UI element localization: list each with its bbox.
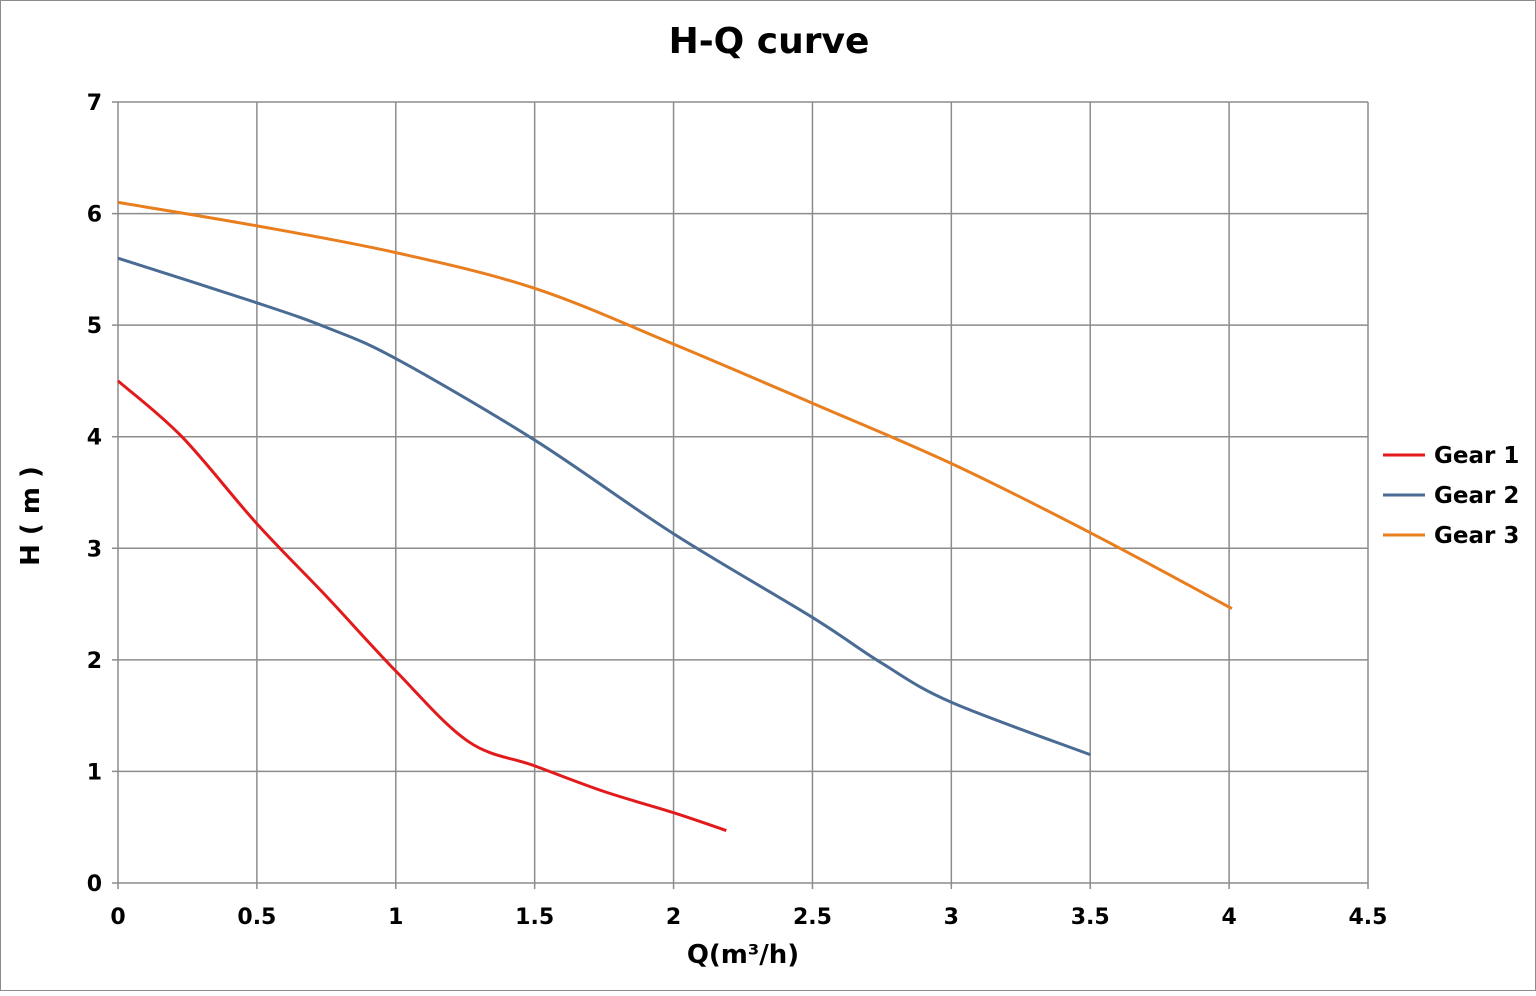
y-tick-label: 2 <box>87 649 102 674</box>
x-tick-label: 2 <box>666 905 681 930</box>
tick-labels: 0 0.5 1 1.5 2 2.5 3 3.5 4 4.5 0 1 2 3 4 5 6 7 <box>87 91 1388 930</box>
x-tick-label: 2.5 <box>793 905 832 930</box>
legend-label: Gear 3 <box>1434 523 1519 549</box>
y-tick-label: 3 <box>87 537 102 562</box>
legend: Gear 1 Gear 2 Gear 3 <box>1383 443 1519 549</box>
x-tick-label: 0 <box>110 905 125 930</box>
y-axis-label: H ( m ) <box>16 466 46 566</box>
series-line-gear-3 <box>117 200 1233 610</box>
x-tick-label: 4 <box>1221 905 1236 930</box>
x-tick-label: 4.5 <box>1349 905 1388 930</box>
y-tick-label: 4 <box>87 426 102 451</box>
grid <box>112 101 1369 889</box>
y-tick-label: 0 <box>87 872 102 897</box>
x-tick-label: 1 <box>388 905 403 930</box>
y-tick-label: 1 <box>87 760 102 785</box>
x-tick-label: 3 <box>944 905 959 930</box>
y-tick-label: 6 <box>87 203 102 228</box>
series-lines <box>117 200 1233 832</box>
x-tick-label: 3.5 <box>1071 905 1110 930</box>
series-line-gear-1 <box>117 379 727 832</box>
series-line-gear-2 <box>117 256 1091 757</box>
y-tick-label: 5 <box>87 314 102 339</box>
x-axis-label: Q(m³/h) <box>687 940 799 970</box>
y-tick-label: 7 <box>87 91 102 116</box>
chart-title: H-Q curve <box>669 21 870 62</box>
legend-label: Gear 1 <box>1434 443 1519 469</box>
x-tick-label: 1.5 <box>515 905 554 930</box>
legend-label: Gear 2 <box>1434 483 1519 509</box>
x-tick-label: 0.5 <box>237 905 276 930</box>
